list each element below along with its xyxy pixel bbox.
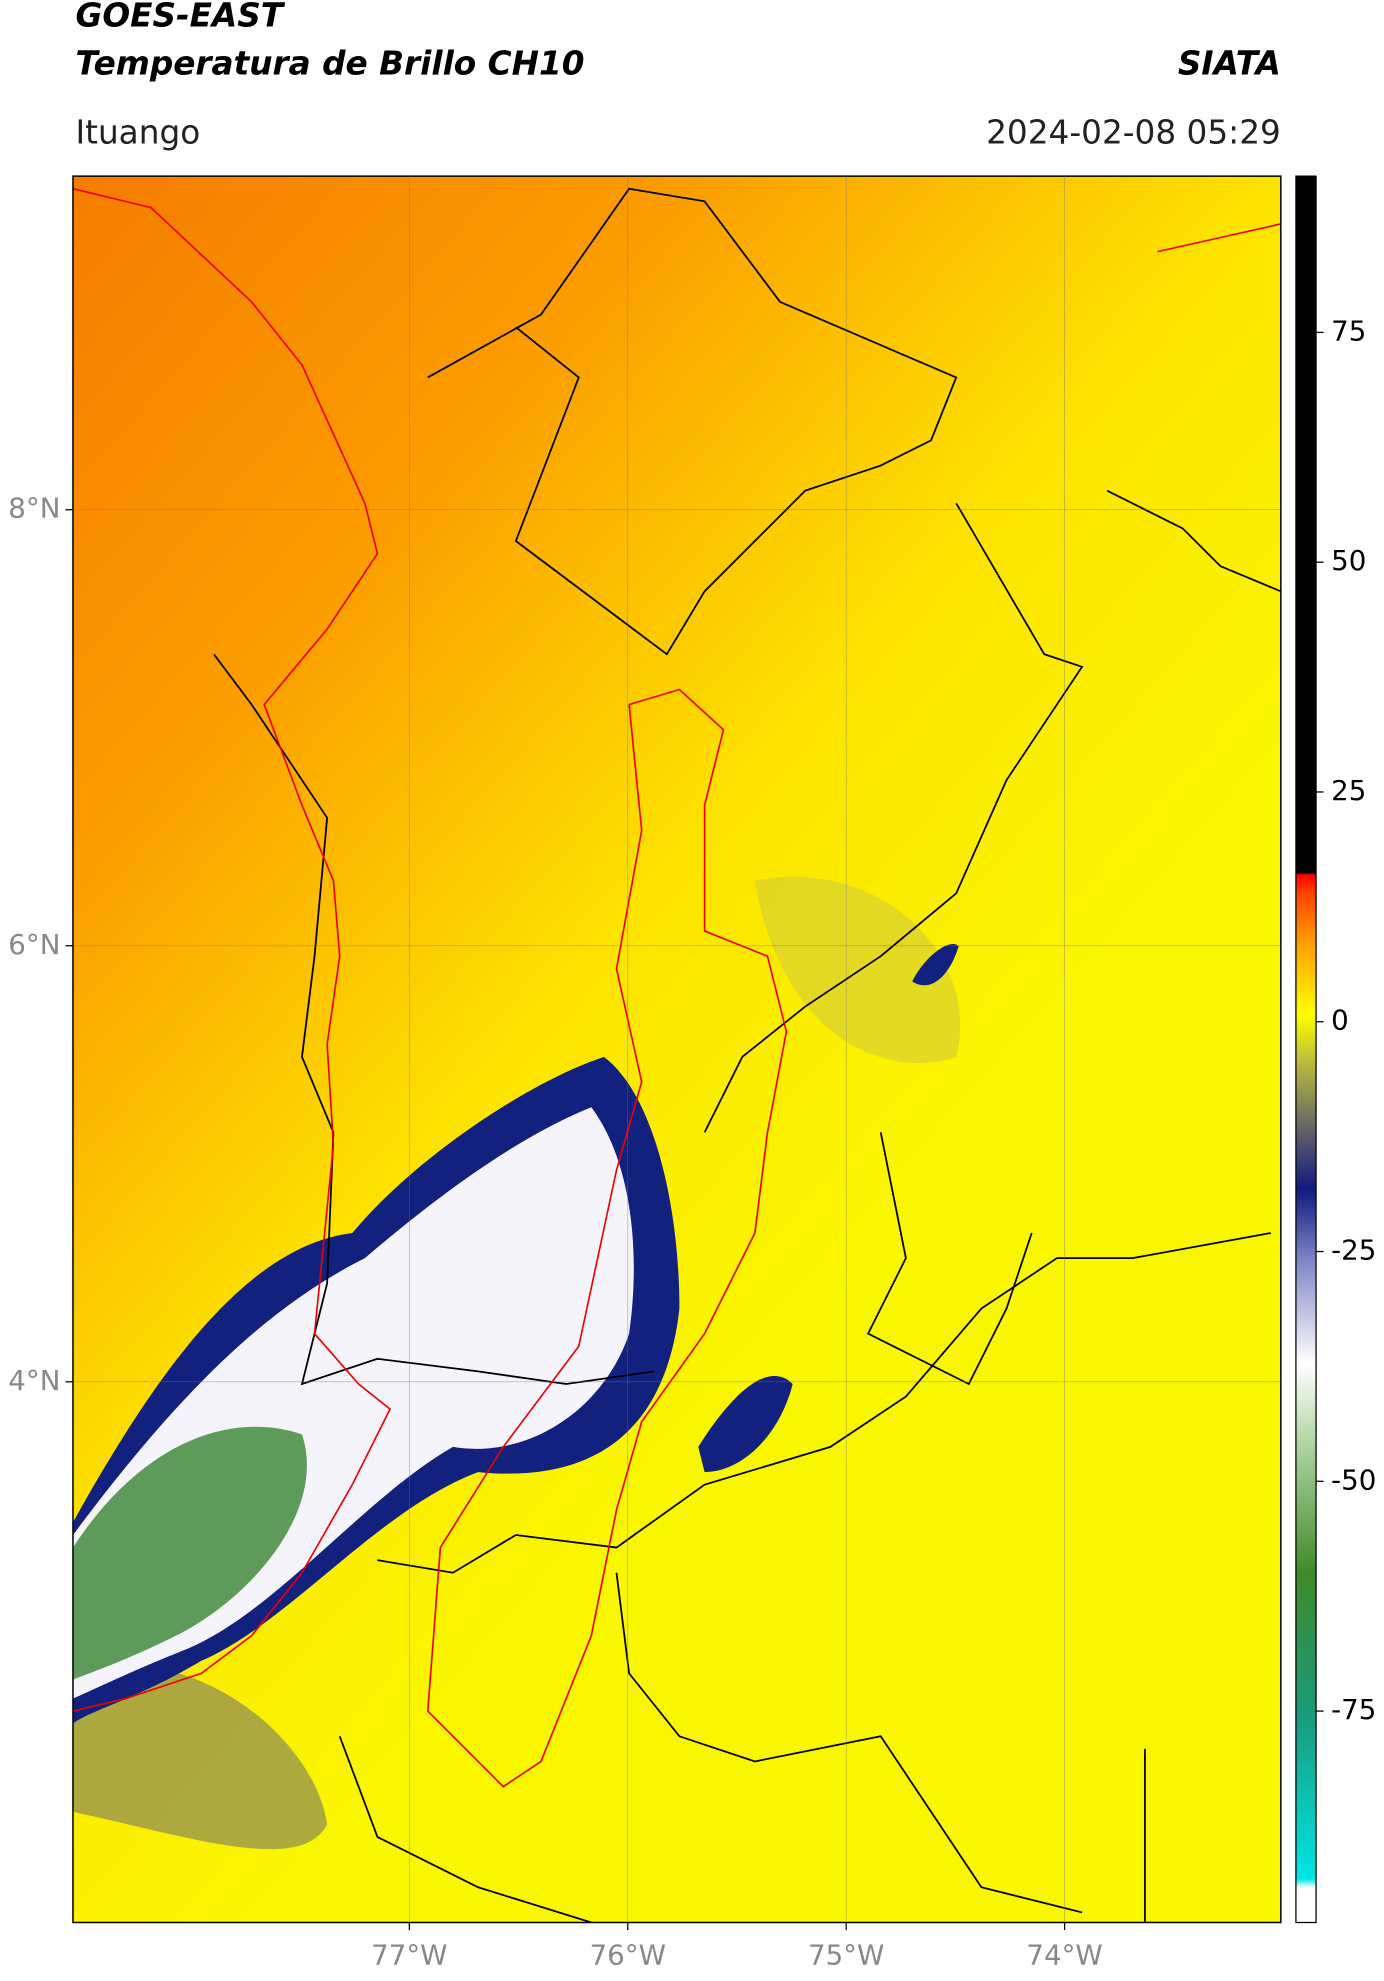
datetime: 2024-02-08 05:29 <box>986 114 1281 152</box>
colorbar-tick-label: -50 <box>1331 1463 1376 1496</box>
lat-tick-label: 8°N <box>8 492 60 525</box>
source: SIATA <box>1178 44 1281 82</box>
lon-tick-label: 75°W <box>808 1938 884 1971</box>
colorbar <box>1295 175 1317 1924</box>
map-area <box>72 176 1281 1923</box>
map-frame <box>72 175 1282 1924</box>
colorbar-tick-label: 25 <box>1331 774 1366 807</box>
lat-tick-label: 6°N <box>8 928 60 961</box>
title: GOES-EAST <box>75 0 285 35</box>
colorbar-tick-label: 75 <box>1331 314 1366 347</box>
colorbar-tick-label: 50 <box>1331 544 1366 577</box>
cloud-blue-tiny <box>912 943 959 986</box>
colorbar-tick-label: -25 <box>1331 1234 1376 1267</box>
lon-tick-label: 76°W <box>590 1938 666 1971</box>
colorbar-tick-label: 0 <box>1331 1004 1349 1037</box>
lon-tick-label: 77°W <box>371 1938 447 1971</box>
cloud-green <box>72 1426 307 1680</box>
lat-tick-label: 4°N <box>8 1364 60 1397</box>
cloud-grey <box>72 1665 328 1850</box>
subtitle: Temperatura de Brillo CH10 <box>75 44 584 82</box>
cloud-olive <box>754 876 961 1064</box>
colorbar-tick-label: -75 <box>1331 1693 1376 1726</box>
cloud-blue-small <box>698 1375 793 1473</box>
background-field <box>72 176 1281 1923</box>
lon-tick-label: 74°W <box>1026 1938 1102 1971</box>
location: Ituango <box>75 114 200 152</box>
